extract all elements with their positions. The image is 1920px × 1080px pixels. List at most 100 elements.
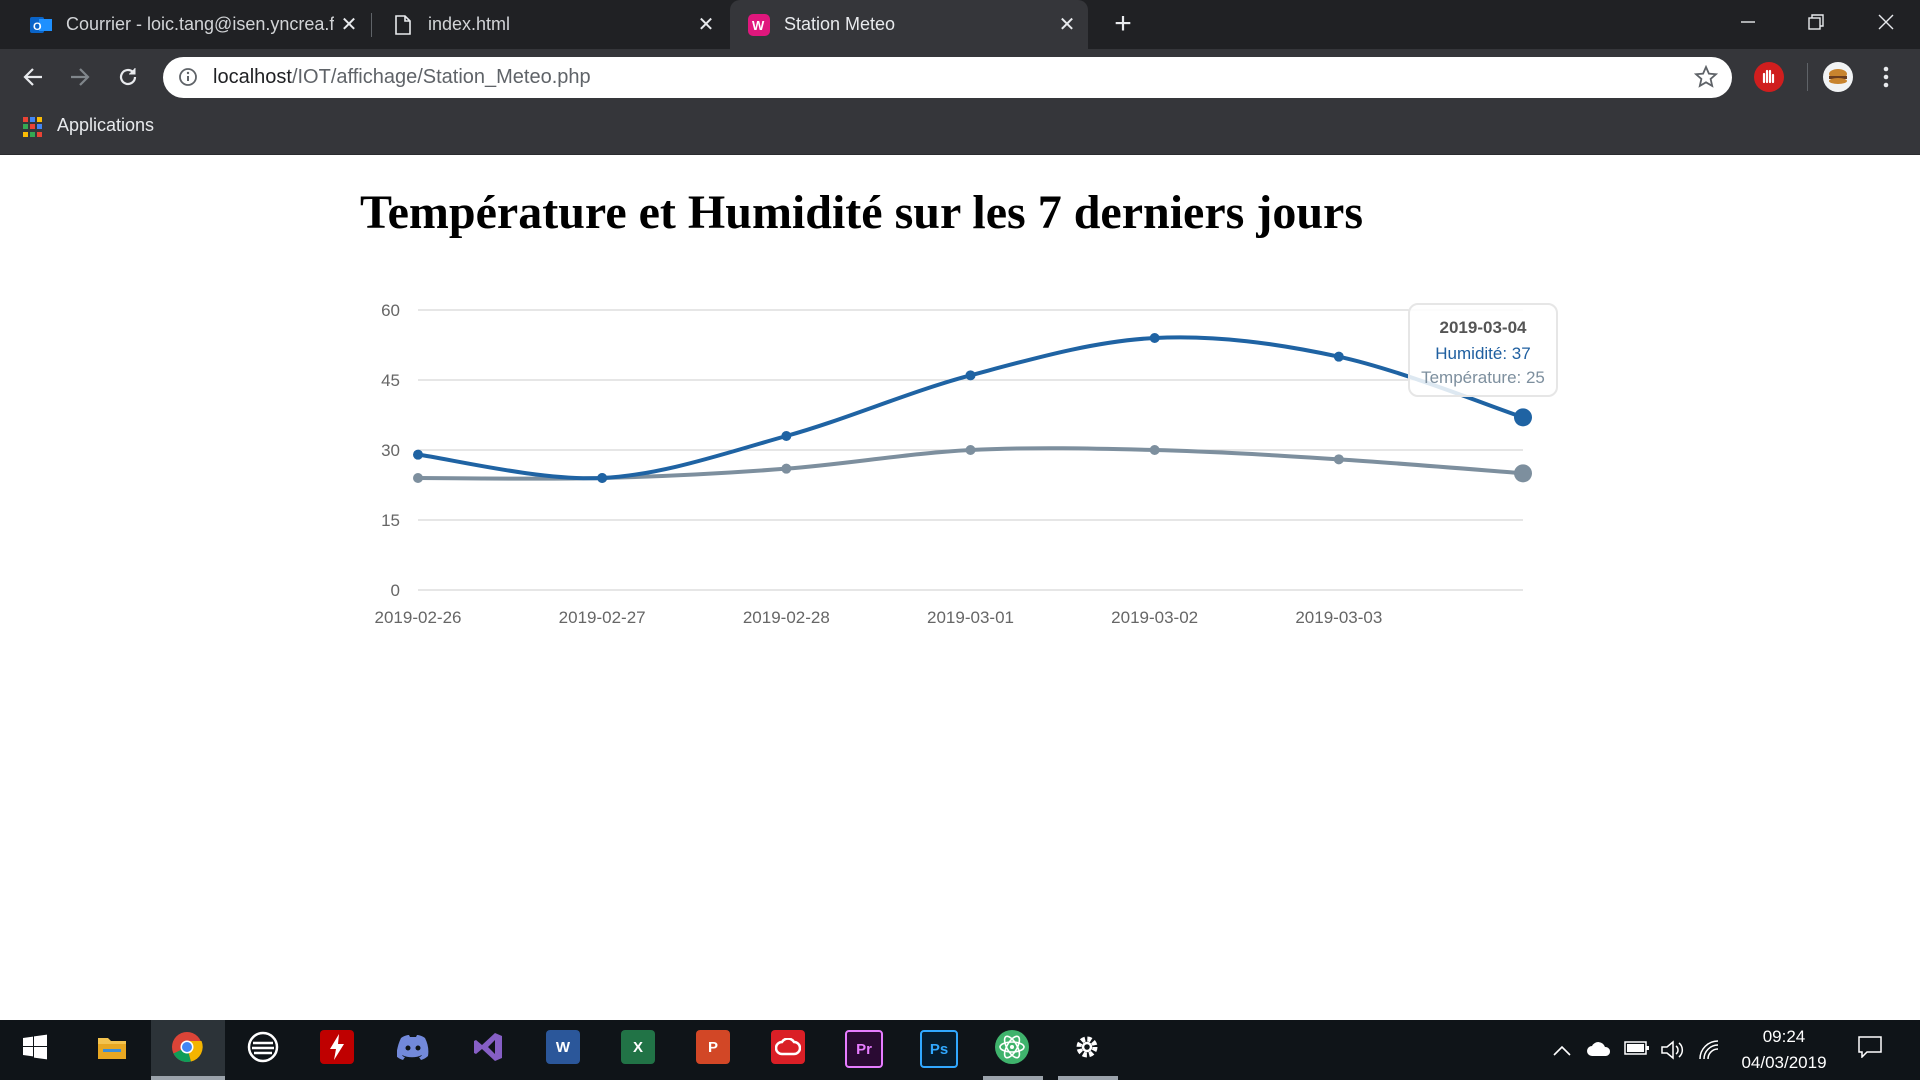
wifi-icon[interactable] — [1698, 1040, 1720, 1065]
close-tab-icon[interactable]: ✕ — [1058, 14, 1076, 36]
atom-icon[interactable] — [995, 1030, 1029, 1064]
battery-icon[interactable] — [1624, 1040, 1650, 1061]
tab-outlook[interactable]: O Courrier - loic.tang@isen.yncrea.f ✕ — [0, 0, 370, 49]
chrome-icon[interactable] — [170, 1030, 204, 1064]
profile-avatar[interactable] — [1823, 62, 1853, 92]
wamp-icon: W — [748, 13, 770, 36]
forward-button[interactable] — [60, 57, 100, 97]
browser-toolbar: localhost/IOT/affichage/Station_Meteo.ph… — [0, 49, 1920, 106]
x-tick-label: 2019-03-03 — [1295, 608, 1382, 627]
word-icon[interactable]: W — [546, 1030, 580, 1064]
clock-time[interactable]: 09:24 — [1762, 1027, 1806, 1046]
y-tick-label: 30 — [381, 441, 400, 460]
tab-title: Courrier - loic.tang@isen.yncrea.f — [66, 14, 334, 34]
temperature-point[interactable] — [1149, 445, 1160, 455]
x-tick-label: 2019-02-28 — [743, 608, 830, 627]
info-icon[interactable] — [178, 67, 198, 87]
discord-icon[interactable] — [396, 1030, 430, 1064]
file-explorer-icon[interactable] — [95, 1030, 129, 1064]
tab-strip: O Courrier - loic.tang@isen.yncrea.f ✕ i… — [0, 0, 1920, 49]
chart-tooltip: 2019-03-04 Humidité: 37 Température: 25 — [1408, 303, 1558, 397]
tooltip-humidity: Humidité: 37 — [1435, 344, 1531, 363]
x-tick-label: 2019-02-27 — [559, 608, 646, 627]
action-center-icon[interactable] — [1858, 1036, 1882, 1063]
tab-index-html[interactable]: index.html ✕ — [372, 0, 727, 49]
temperature-point[interactable] — [781, 463, 792, 474]
url-path: /IOT/affichage/Station_Meteo.php — [291, 66, 591, 88]
file-icon — [392, 14, 414, 36]
x-tick-label: 2019-03-01 — [927, 608, 1014, 627]
active-app-indicator — [151, 1076, 225, 1080]
humidity-point[interactable] — [1514, 408, 1532, 427]
atom-active-indicator — [983, 1076, 1043, 1080]
humidity-series-line — [417, 335, 1524, 481]
clock-date[interactable]: 04/03/2019 — [1741, 1053, 1827, 1072]
temperature-humidity-chart: 0 15 30 45 60 2019-02-26 2019-02-27 2019-02-28… — [375, 301, 1532, 627]
y-tick-label: 0 — [391, 581, 400, 600]
premiere-icon[interactable]: Pr — [845, 1030, 883, 1068]
url-host: localhost — [213, 66, 292, 88]
url-text: localhost/IOT/affichage/Station_Meteo.ph… — [213, 66, 591, 89]
game-launcher-icon[interactable] — [246, 1030, 280, 1064]
svg-text:O: O — [33, 21, 42, 33]
close-tab-icon[interactable]: ✕ — [340, 14, 358, 36]
toolbar-divider — [1807, 63, 1808, 91]
tab-station-meteo[interactable]: W Station Meteo ✕ — [730, 0, 1088, 49]
x-tick-label: 2019-02-26 — [375, 608, 462, 627]
bookmark-applications[interactable]: Applications — [57, 115, 155, 135]
forward-arrow-icon — [71, 68, 90, 86]
humidity-point[interactable] — [965, 370, 976, 381]
back-button[interactable] — [13, 57, 53, 97]
y-tick-label: 45 — [381, 371, 400, 390]
y-axis-tick-labels: 0 15 30 45 60 — [381, 301, 400, 600]
back-arrow-icon — [23, 68, 42, 86]
windows-start-icon[interactable] — [18, 1030, 52, 1064]
chrome-menu-icon[interactable] — [1880, 62, 1892, 92]
creative-cloud-icon[interactable] — [771, 1030, 805, 1064]
humidity-point[interactable] — [1149, 333, 1160, 343]
new-tab-button[interactable]: + — [1114, 7, 1132, 40]
bookmark-star-icon[interactable] — [1694, 65, 1718, 89]
tab-divider — [371, 13, 372, 37]
restore-icon[interactable] — [1786, 0, 1846, 44]
reload-button[interactable] — [108, 57, 148, 97]
y-tick-label: 15 — [381, 511, 400, 530]
humidity-point[interactable] — [781, 431, 792, 441]
reload-icon — [119, 68, 137, 86]
close-window-icon[interactable] — [1856, 0, 1916, 44]
close-tab-icon[interactable]: ✕ — [697, 14, 715, 36]
powerpoint-icon[interactable]: P — [696, 1030, 730, 1064]
x-axis-tick-labels: 2019-02-26 2019-02-27 2019-02-28 2019-03-01… — [375, 608, 1383, 627]
humidity-point[interactable] — [1333, 351, 1344, 362]
temperature-point[interactable] — [413, 473, 423, 483]
humidity-point[interactable] — [597, 473, 608, 483]
outlook-icon: O — [30, 14, 52, 36]
tab-title: Station Meteo — [784, 14, 896, 34]
settings-active-indicator — [1058, 1076, 1118, 1080]
photoshop-icon[interactable]: Ps — [920, 1030, 958, 1068]
apps-grid-icon[interactable] — [23, 117, 43, 137]
chart-series — [413, 333, 1532, 483]
svg-text:W: W — [752, 18, 765, 33]
visual-studio-icon[interactable] — [471, 1030, 505, 1064]
x-tick-label: 2019-03-02 — [1111, 608, 1198, 627]
excel-icon[interactable]: X — [621, 1030, 655, 1064]
y-tick-label: 60 — [381, 301, 400, 320]
tab-title: index.html — [428, 14, 511, 34]
minimize-icon[interactable] — [1718, 0, 1778, 44]
temperature-point[interactable] — [1333, 454, 1344, 465]
address-bar[interactable]: localhost/IOT/affichage/Station_Meteo.ph… — [163, 57, 1732, 98]
bookmarks-bar — [0, 106, 1920, 155]
tooltip-date: 2019-03-04 — [1439, 318, 1527, 337]
tooltip-temperature: Température: 25 — [1421, 368, 1545, 387]
humidity-point[interactable] — [413, 449, 423, 460]
onedrive-sync-icon[interactable] — [1586, 1040, 1612, 1063]
page-title: Température et Humidité sur les 7 dernie… — [360, 186, 1364, 239]
temperature-point[interactable] — [965, 445, 976, 455]
volume-icon[interactable] — [1660, 1040, 1686, 1065]
filezilla-icon[interactable] — [320, 1030, 354, 1064]
tray-chevron-up-icon[interactable] — [1553, 1040, 1571, 1061]
settings-icon[interactable] — [1070, 1030, 1104, 1064]
adblock-extension-icon[interactable] — [1754, 62, 1784, 92]
temperature-point[interactable] — [1514, 464, 1532, 483]
